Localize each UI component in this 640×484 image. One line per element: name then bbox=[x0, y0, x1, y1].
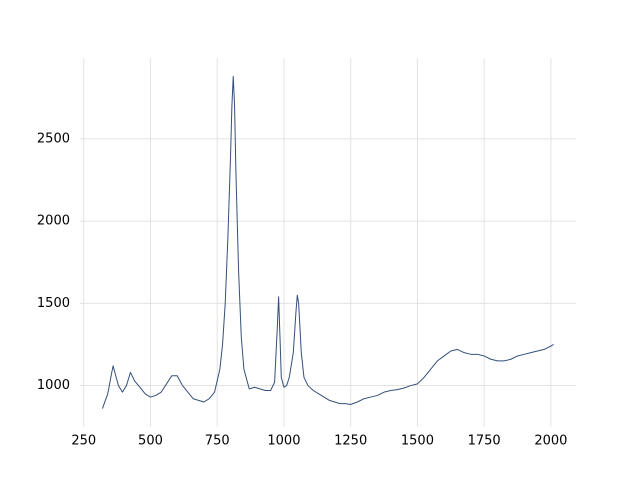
x-tick-label: 1500 bbox=[401, 434, 434, 449]
y-tick-label: 1000 bbox=[37, 378, 70, 393]
x-tick-label: 250 bbox=[71, 434, 96, 449]
x-tick-label: 500 bbox=[138, 434, 163, 449]
y-tick-label: 2500 bbox=[37, 131, 70, 146]
x-tick-label: 1000 bbox=[267, 434, 300, 449]
x-tick-label: 1250 bbox=[334, 434, 367, 449]
data-line bbox=[101, 75, 554, 409]
x-tick-label: 2000 bbox=[534, 434, 567, 449]
y-tick-label: 1500 bbox=[37, 296, 70, 311]
x-tick-label: 750 bbox=[205, 434, 230, 449]
x-tick-label: 1750 bbox=[468, 434, 501, 449]
y-tick-label: 2000 bbox=[37, 214, 70, 229]
